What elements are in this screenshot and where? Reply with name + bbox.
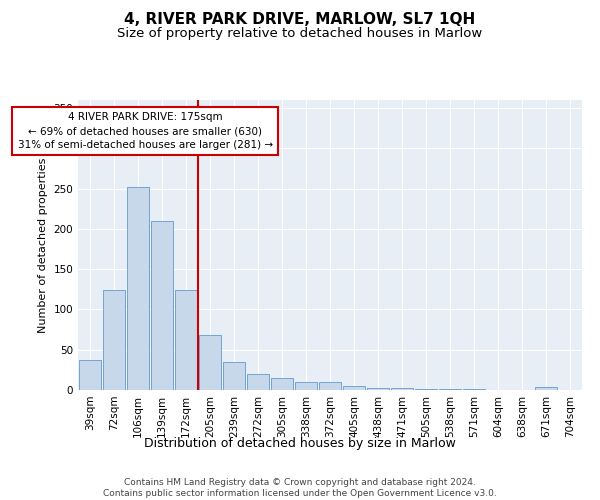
Bar — [103, 290, 125, 390]
Bar — [343, 386, 365, 390]
Bar — [151, 221, 173, 390]
Bar — [295, 382, 317, 390]
Text: Size of property relative to detached houses in Marlow: Size of property relative to detached ho… — [118, 28, 482, 40]
Bar — [127, 187, 149, 390]
Bar — [199, 335, 221, 390]
Bar — [391, 388, 413, 390]
Text: Contains HM Land Registry data © Crown copyright and database right 2024.
Contai: Contains HM Land Registry data © Crown c… — [103, 478, 497, 498]
Bar — [319, 382, 341, 390]
Bar — [175, 290, 197, 390]
Bar — [271, 378, 293, 390]
Text: Distribution of detached houses by size in Marlow: Distribution of detached houses by size … — [144, 438, 456, 450]
Bar — [439, 389, 461, 390]
Bar — [367, 388, 389, 390]
Y-axis label: Number of detached properties: Number of detached properties — [38, 158, 48, 332]
Text: 4, RIVER PARK DRIVE, MARLOW, SL7 1QH: 4, RIVER PARK DRIVE, MARLOW, SL7 1QH — [124, 12, 476, 28]
Bar — [223, 362, 245, 390]
Bar — [79, 360, 101, 390]
Bar — [535, 387, 557, 390]
Bar — [247, 374, 269, 390]
Bar — [415, 389, 437, 390]
Bar — [463, 389, 485, 390]
Text: 4 RIVER PARK DRIVE: 175sqm
← 69% of detached houses are smaller (630)
31% of sem: 4 RIVER PARK DRIVE: 175sqm ← 69% of deta… — [17, 112, 273, 150]
